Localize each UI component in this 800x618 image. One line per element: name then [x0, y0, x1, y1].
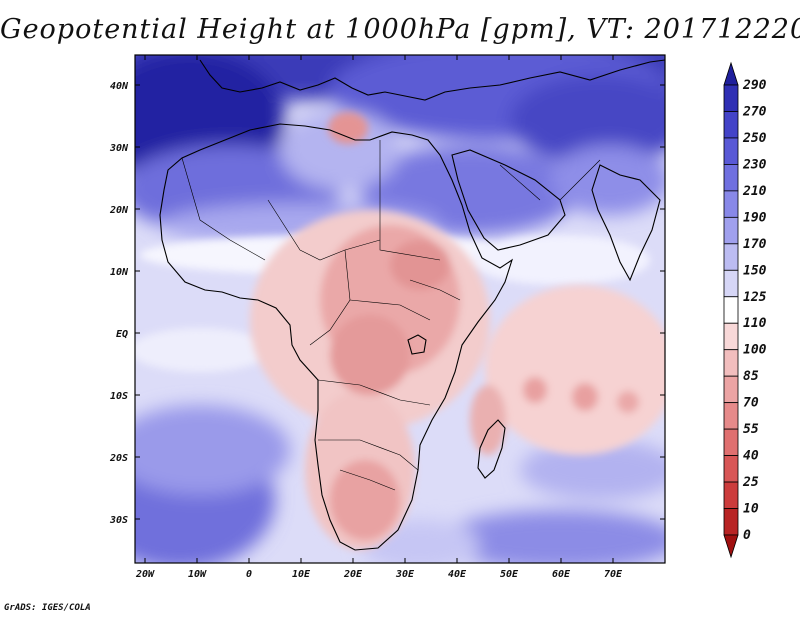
map-title: Geopotential Height at 1000hPa [gpm], VT… — [0, 14, 800, 45]
longitude-axis: 20W 10W 0 10E 20E 30E 40E 50E 60E 70E — [135, 55, 623, 580]
colorbar-label: 40 — [743, 449, 759, 464]
height-field — [135, 55, 665, 563]
colorbar-label: 210 — [742, 184, 767, 199]
lat-label: 10N — [110, 267, 129, 278]
colorbar-box — [723, 269, 739, 298]
colorbar-box — [723, 190, 739, 218]
lon-label: 50E — [500, 569, 519, 580]
colorbar-label: 125 — [743, 290, 767, 305]
colorbar-top-arrow — [723, 61, 739, 86]
lon-label: 10E — [292, 569, 311, 580]
colorbar-box — [723, 164, 739, 192]
colorbar-box — [723, 402, 739, 430]
colorbar-label: 10 — [743, 502, 759, 517]
lon-label: 20W — [135, 569, 155, 580]
colorbar-label: 70 — [743, 396, 759, 411]
colorbar-box — [723, 349, 739, 377]
lon-label: 20E — [343, 569, 363, 580]
colorbar-label: 250 — [742, 131, 767, 146]
colorbar-box — [723, 481, 739, 509]
grads-credit: GrADS: IGES/COLA — [4, 603, 91, 613]
colorbar-box — [723, 296, 739, 324]
lon-label: 40E — [448, 569, 467, 580]
colorbar-box — [723, 137, 739, 165]
latitude-axis: 40N 30N 20N 10N EQ 10S 20S 30S — [109, 81, 665, 526]
colorbar-box — [723, 84, 739, 112]
colorbar-box — [723, 111, 739, 139]
colorbar-label: 0 — [743, 528, 751, 543]
lat-label: 20N — [109, 205, 129, 216]
coastlines — [159, 59, 665, 551]
colorbar-label: 150 — [743, 263, 767, 278]
country-borders — [181, 140, 601, 491]
plot-frame — [134, 54, 666, 564]
colorbar-label: 55 — [743, 422, 759, 437]
lat-label: 30N — [109, 143, 129, 154]
colorbar-label: 100 — [743, 343, 767, 358]
lat-label: 30S — [109, 515, 128, 526]
colorbar-label: 290 — [742, 78, 767, 93]
colorbar-box — [723, 322, 739, 351]
lon-label: 30E — [395, 569, 415, 580]
colorbar-box — [723, 455, 739, 483]
lat-label: 40N — [110, 81, 129, 92]
colorbar-box — [723, 375, 739, 404]
lon-label: 70E — [604, 569, 623, 580]
colorbar-label: 170 — [743, 237, 767, 252]
colorbar-label: 230 — [742, 157, 767, 172]
colorbar-box — [723, 428, 739, 456]
colorbar-box — [723, 216, 739, 245]
colorbar-label: 270 — [742, 104, 767, 119]
colorbar-label: 85 — [743, 369, 759, 384]
colorbar-label: 110 — [743, 316, 767, 331]
lon-label: 10W — [188, 569, 207, 580]
lat-label: 10S — [110, 391, 128, 402]
lon-label: 60E — [552, 569, 571, 580]
colorbar: 2902702502302101901701501251101008570554… — [723, 61, 767, 559]
colorbar-label: 25 — [742, 475, 759, 490]
colorbar-box — [723, 243, 739, 271]
lon-label: 0 — [246, 569, 252, 580]
lat-label: 20S — [109, 453, 128, 464]
lat-label: EQ — [116, 329, 128, 340]
colorbar-bottom-arrow — [723, 534, 739, 559]
colorbar-label: 190 — [743, 210, 767, 225]
colorbar-box — [723, 508, 739, 536]
